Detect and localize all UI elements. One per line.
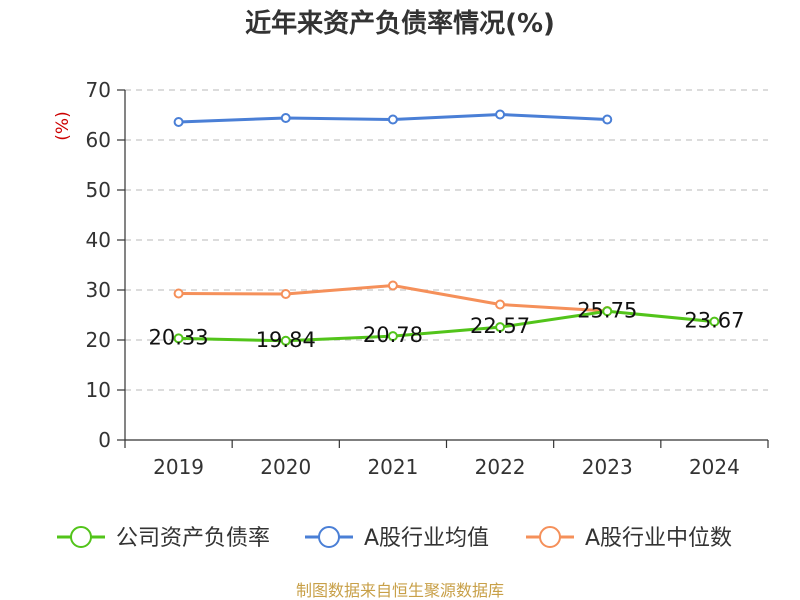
x-tick-label-4: 2023: [582, 455, 633, 479]
series-0-point-3: [495, 322, 506, 333]
y-tick-label-3: 30: [86, 278, 111, 302]
series-0-point-0: [173, 333, 184, 344]
series-group: [173, 109, 720, 346]
x-tick-label-2: 2021: [367, 455, 418, 479]
y-axis-label: (%): [53, 111, 73, 140]
data-labels: 20.33 19.84 20.78 22.57 25.75 23.67: [149, 298, 745, 352]
legend-item-0: 公司资产负债率: [57, 526, 270, 551]
x-tick-label-1: 2020: [260, 455, 311, 479]
series-2-point-2: [387, 280, 398, 291]
legend-item-2: A股行业中位数: [526, 526, 732, 551]
gridlines: [125, 89, 768, 391]
y-tick-label-7: 70: [86, 78, 111, 102]
series-0-point-5: [709, 316, 720, 327]
y-tick-label-0: 0: [98, 428, 111, 452]
data-label-5: 23.67: [684, 309, 744, 333]
series-2: [173, 280, 613, 316]
x-tick-label-5: 2024: [689, 455, 740, 479]
y-tick-label-6: 60: [86, 128, 111, 152]
chart-title: 近年来资产负债率情况(%): [245, 8, 555, 39]
x-tick-label-3: 2022: [475, 455, 526, 479]
series-0-point-4: [602, 306, 613, 317]
source-note: 制图数据来自恒生聚源数据库: [296, 581, 504, 600]
legend-item-1: A股行业均值: [305, 526, 489, 551]
y-tick-label-4: 40: [86, 228, 111, 252]
series-0: [173, 306, 720, 346]
data-label-2: 20.78: [363, 323, 423, 347]
x-tick-labels: 2019 2020 2021 2022 2023 2024: [153, 455, 740, 479]
y-tick-labels: 0 10 20 30 40 50 60 70: [86, 78, 111, 452]
legend: 公司资产负债率 A股行业均值 A股行业中位数: [57, 526, 732, 551]
series-2-point-0: [173, 288, 184, 299]
series-2-point-3: [495, 299, 506, 310]
series-1-point-4: [602, 114, 613, 125]
y-tick-label-1: 10: [86, 378, 111, 402]
series-0-point-1: [280, 335, 291, 346]
legend-label-1: A股行业均值: [364, 526, 489, 551]
y-tick-label-5: 50: [86, 178, 111, 202]
y-tick-label-2: 20: [86, 328, 111, 352]
data-label-3: 22.57: [470, 314, 530, 338]
series-1: [173, 109, 613, 127]
axes: [117, 89, 769, 448]
series-2-point-1: [280, 289, 291, 299]
series-1-point-0: [173, 117, 184, 127]
legend-marker-2: [539, 526, 561, 548]
x-tick-label-0: 2019: [153, 455, 204, 479]
series-line-0: [178, 309, 715, 343]
legend-marker-1: [318, 526, 340, 548]
data-label-0: 20.33: [149, 325, 209, 349]
legend-label-2: A股行业中位数: [585, 526, 732, 551]
data-label-4: 25.75: [577, 298, 637, 322]
series-1-point-3: [495, 109, 506, 120]
series-1-point-2: [387, 114, 398, 125]
data-label-1: 19.84: [256, 328, 316, 352]
legend-label-0: 公司资产负债率: [116, 526, 270, 551]
series-0-point-2: [387, 331, 398, 342]
legend-marker-0: [70, 526, 92, 548]
series-1-point-1: [280, 113, 291, 123]
